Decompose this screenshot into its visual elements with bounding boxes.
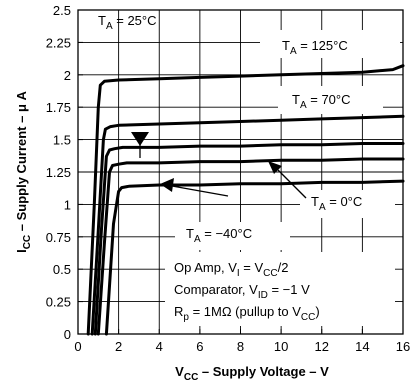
label-ta-0: TA = 0°C: [311, 194, 362, 213]
series-line-4: [104, 179, 405, 336]
y-tick-label: 0.75: [46, 230, 71, 245]
y-tick-label: 0.5: [53, 262, 71, 277]
y-tick-label: 1.75: [46, 100, 71, 115]
arrow-to-top-curve: [131, 132, 149, 158]
label-ta-minus-40: TA = −40°C: [186, 226, 252, 245]
x-tick-label: 6: [196, 339, 203, 354]
condition-op-amp: Op Amp, VI = VCC/2: [174, 260, 288, 279]
x-tick-label: 0: [74, 339, 81, 354]
tick-layer: 0 2 4 6 8 10 12 14 16 0 0.25 0.5 0.75 1 1.25 1.5 1.75 2 2.…: [46, 3, 411, 354]
series-line-1: [90, 114, 405, 336]
condition-pullup: Rp = 1MΩ (pullup to VCC): [174, 304, 320, 323]
y-tick-label: 1.5: [53, 133, 71, 148]
y-tick-label: 2: [64, 68, 71, 83]
x-tick-label: 10: [274, 339, 288, 354]
series-line-2: [93, 142, 405, 336]
x-tick-label: 8: [237, 339, 244, 354]
label-ta-125: TA = 125°C: [282, 38, 348, 57]
arrow-to-minus40-curve: [160, 178, 229, 197]
label-ta-70: TA = 70°C: [292, 92, 351, 111]
arrow-to-0c-curve: [268, 161, 307, 199]
x-tick-label: 12: [315, 339, 329, 354]
series-line-0: [86, 64, 405, 336]
y-tick-label: 2.25: [46, 35, 71, 50]
label-ta-25: TA = 25°C: [98, 13, 157, 32]
x-tick-label: 14: [355, 339, 369, 354]
y-tick-label: 0: [64, 327, 71, 342]
y-tick-label: 0.25: [46, 295, 71, 310]
y-tick-label: 1.25: [46, 165, 71, 180]
y-tick-label: 1: [64, 197, 71, 212]
x-tick-label: 16: [396, 339, 410, 354]
x-axis-title: VCC – Supply Voltage – V: [175, 364, 329, 383]
y-tick-label: 2.5: [53, 3, 71, 18]
x-tick-label: 2: [115, 339, 122, 354]
series-line-3: [96, 157, 405, 336]
x-tick-label: 4: [156, 339, 163, 354]
y-axis-title: ICC – Supply Current – μ A: [14, 90, 33, 252]
annotation-layer: TA = 25°C TA = 125°C TA = 70°C TA = 0°C …: [98, 13, 400, 326]
condition-comparator: Comparator, VID = −1 V: [174, 282, 310, 301]
curve-layer: [86, 64, 405, 336]
